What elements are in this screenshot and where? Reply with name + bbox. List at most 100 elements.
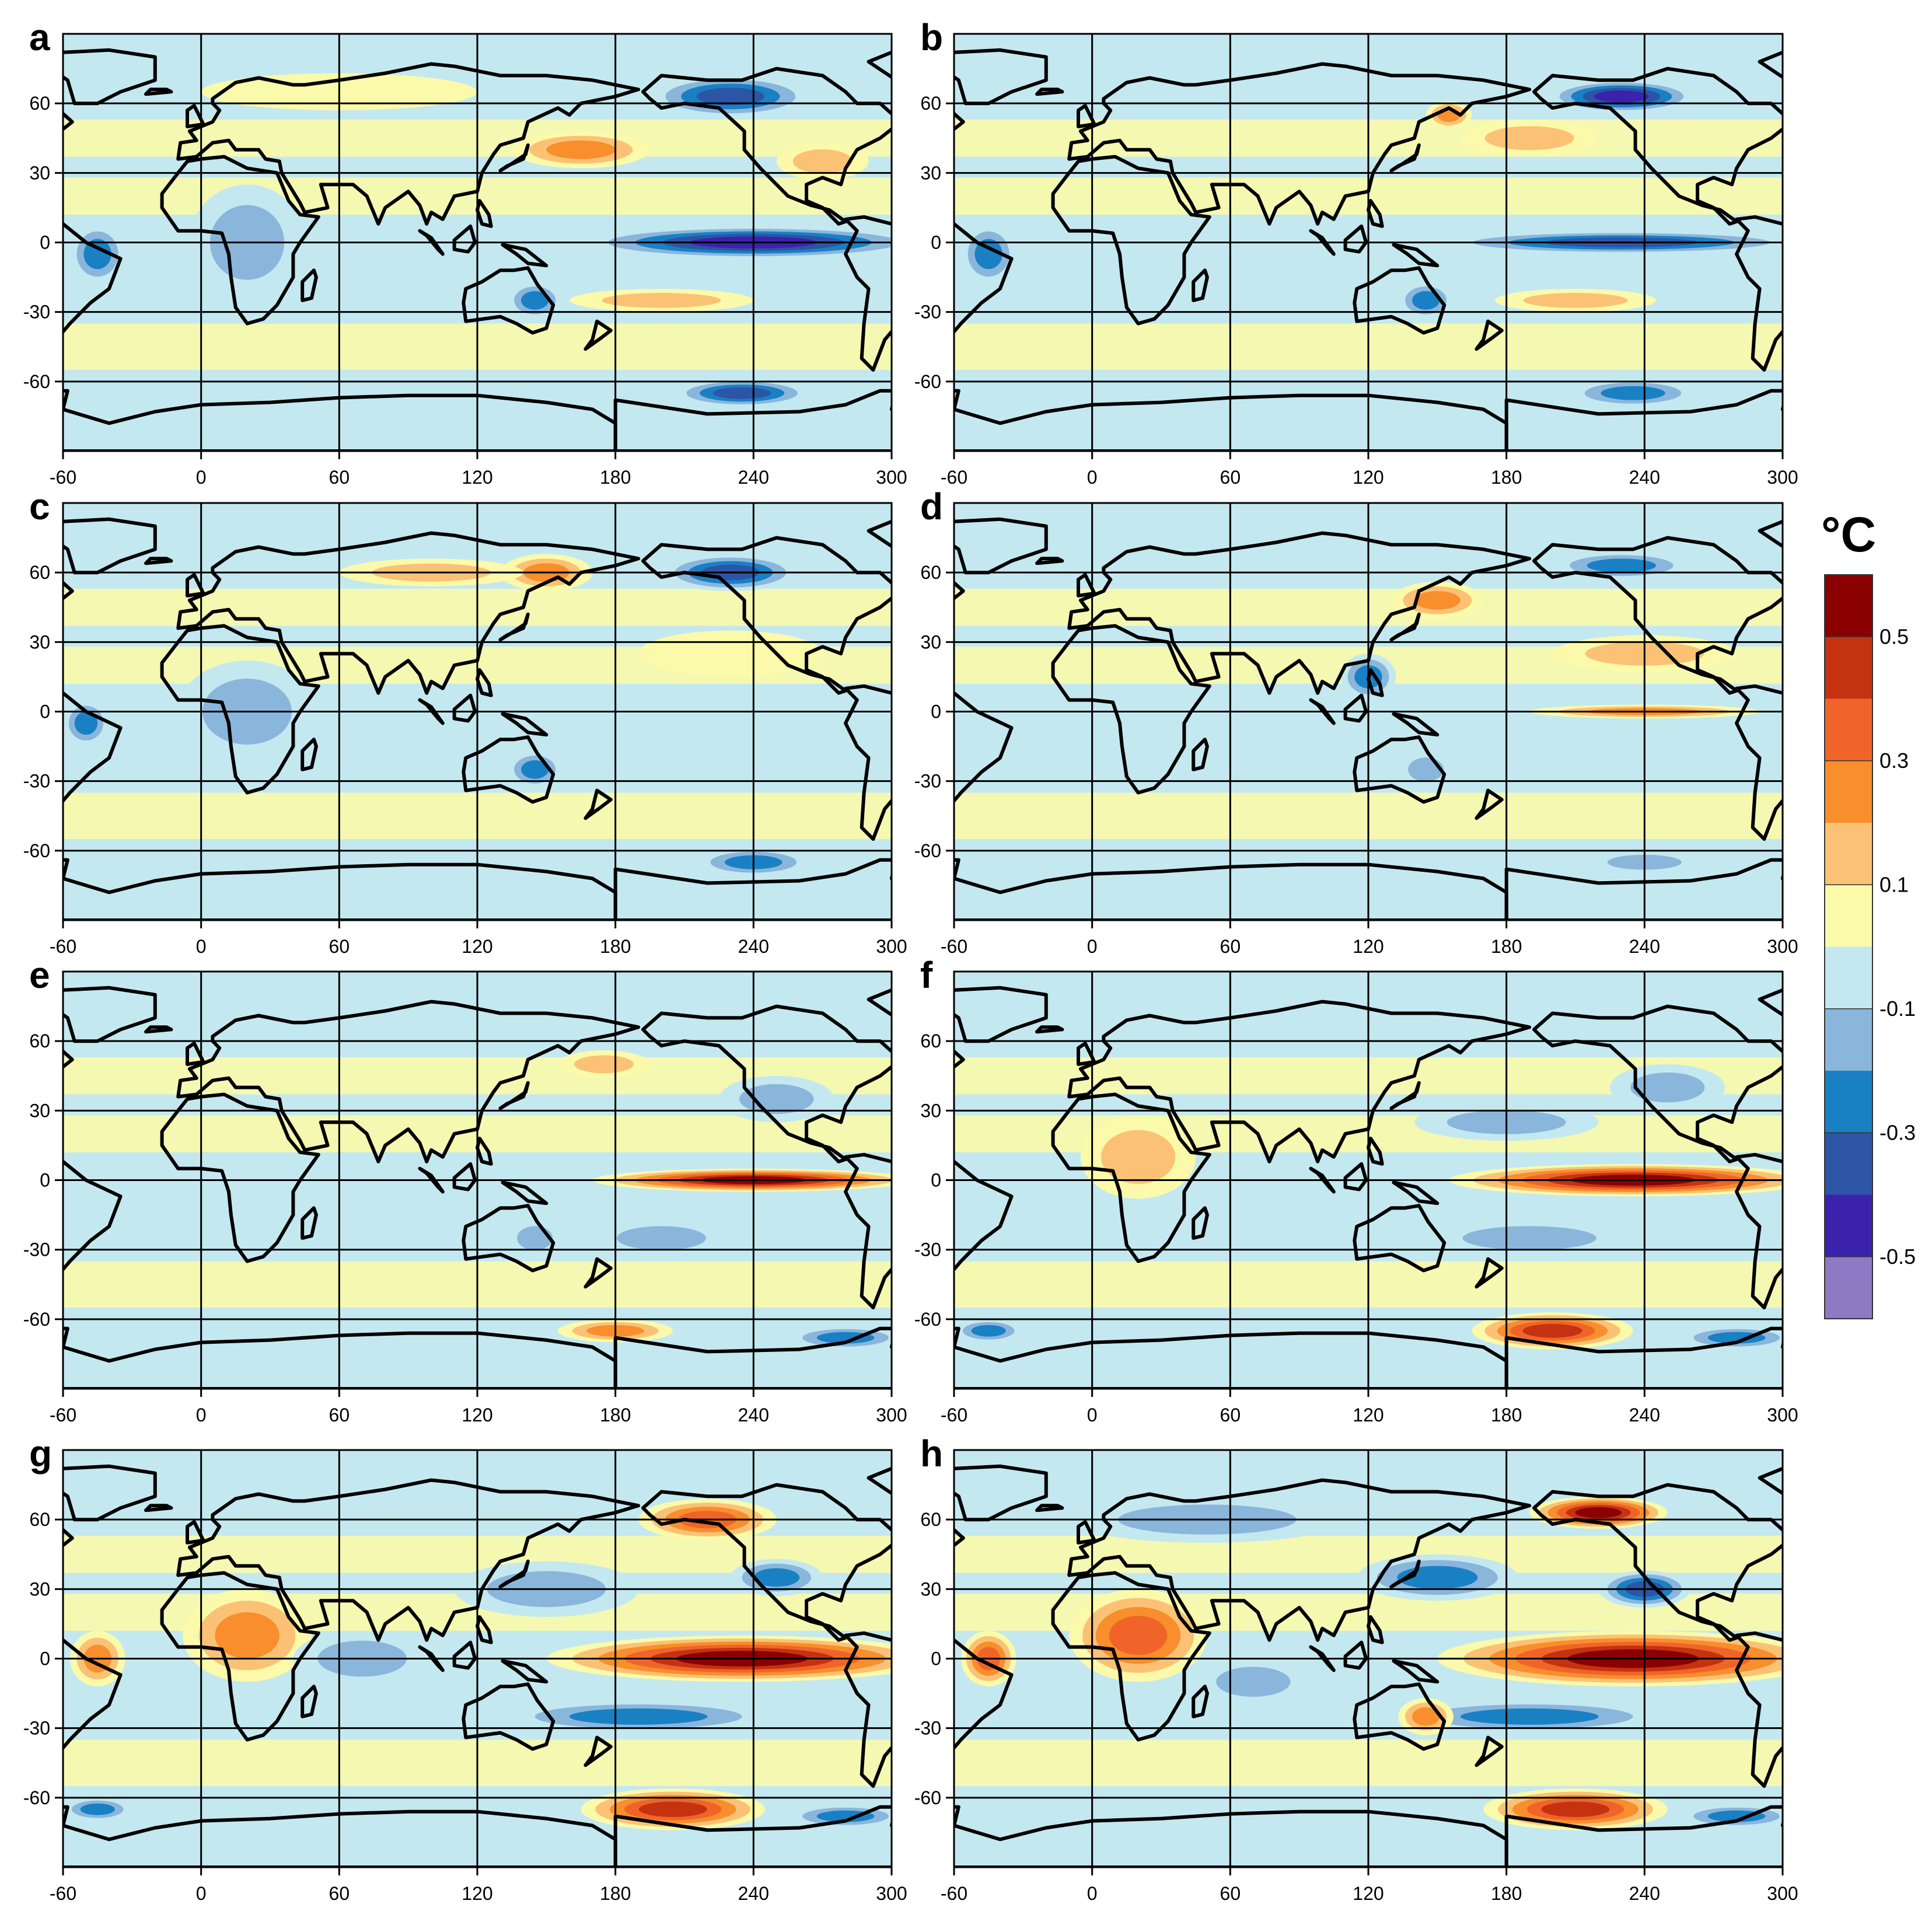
coastline <box>160 1571 320 1742</box>
panel-label: g <box>29 1433 52 1475</box>
coastline <box>954 1464 1048 1522</box>
y-tick-label: -30 <box>914 771 941 792</box>
x-tick-label: 120 <box>1353 1405 1384 1426</box>
y-tick-label: 0 <box>931 1648 941 1669</box>
coastline <box>954 222 1014 335</box>
coastline <box>1389 1559 1421 1589</box>
x-tick-label: 120 <box>462 1883 492 1904</box>
coastline <box>584 1257 613 1289</box>
y-tick-label: -30 <box>23 771 50 792</box>
anomaly-contour <box>1630 1072 1705 1103</box>
y-tick-label: 60 <box>920 562 941 583</box>
panel-label: b <box>920 16 943 58</box>
x-tick-label: 120 <box>462 936 492 957</box>
coastline <box>1343 1640 1368 1670</box>
coastline <box>1392 712 1440 737</box>
coastline <box>1353 266 1447 335</box>
x-tick-label: 120 <box>1353 936 1384 957</box>
x-tick-label: 300 <box>876 1405 907 1426</box>
grid-lines <box>63 503 892 920</box>
coastline <box>1758 519 1783 548</box>
coastline <box>501 1180 548 1206</box>
coastline <box>1907 575 1923 596</box>
x-tick-label: 60 <box>329 467 350 488</box>
x-tick-label: 300 <box>1767 1405 1798 1426</box>
coastline <box>1309 229 1336 256</box>
coastline <box>462 1682 556 1751</box>
coastline <box>1035 1025 1064 1034</box>
coastline <box>1758 988 1783 1017</box>
coastline <box>1532 1483 1783 1642</box>
coastline <box>1051 1571 1211 1742</box>
coastline <box>613 858 892 920</box>
y-tick-label: 30 <box>920 162 941 183</box>
y-tick-label: 0 <box>931 232 941 253</box>
anomaly-contour <box>1575 1507 1622 1518</box>
coastline <box>867 519 892 548</box>
x-tick-label: 0 <box>196 467 207 488</box>
anomaly-contour <box>1216 1667 1291 1697</box>
y-tick-label: 30 <box>920 1578 941 1599</box>
anomaly-contour <box>971 1325 1006 1337</box>
x-tick-label: 180 <box>600 936 631 957</box>
coastline <box>63 691 123 804</box>
coastline <box>63 389 617 451</box>
x-tick-label: 300 <box>876 936 907 957</box>
y-tick-label: 60 <box>920 1030 941 1051</box>
coastline <box>1475 1257 1504 1289</box>
coastline <box>844 215 892 372</box>
coastline <box>613 1805 892 1867</box>
coastline <box>641 1483 892 1642</box>
coastline <box>954 691 1014 804</box>
coastline <box>1309 698 1336 725</box>
y-tick-label: -60 <box>23 1309 50 1330</box>
anomaly-contour <box>1408 757 1444 782</box>
coastline <box>954 517 1048 575</box>
x-tick-label: 60 <box>1220 936 1241 957</box>
x-tick-label: 120 <box>462 1405 492 1426</box>
y-tick-label: 30 <box>29 162 50 183</box>
coastline <box>867 50 892 79</box>
coastline <box>63 1326 617 1389</box>
coastlines <box>63 986 892 1389</box>
y-tick-label: -30 <box>914 1239 941 1260</box>
coastline <box>1532 67 1783 226</box>
anomaly-contour <box>1460 1708 1599 1725</box>
coastline <box>1353 1682 1447 1751</box>
coastline <box>176 531 641 695</box>
coastline <box>1192 738 1209 771</box>
anomaly-contour <box>520 291 549 310</box>
coastlines <box>954 986 1783 1389</box>
x-tick-label: 240 <box>738 467 769 488</box>
grid-lines <box>954 34 1783 451</box>
coastline <box>867 988 892 1017</box>
y-tick-label: -60 <box>23 1787 50 1808</box>
coastline <box>160 1092 320 1263</box>
coastline <box>452 1162 477 1192</box>
x-tick-label: 180 <box>1491 1883 1522 1904</box>
x-tick-label: 0 <box>1087 467 1098 488</box>
anomaly-contour <box>517 1226 553 1250</box>
y-tick-label: -30 <box>23 302 50 323</box>
coastline <box>1353 1204 1447 1273</box>
x-tick-label: 240 <box>1629 1883 1660 1904</box>
colorbar-title: °C <box>1821 507 1876 562</box>
coastline <box>176 1000 641 1164</box>
y-tick-label: 60 <box>29 1030 50 1051</box>
coastline <box>301 268 318 302</box>
coastline <box>867 1466 892 1496</box>
colorbar-frame <box>1824 574 1873 1319</box>
x-tick-label: -60 <box>50 467 76 488</box>
y-tick-label: -60 <box>23 840 50 861</box>
colorbar-tick-label: 0.3 <box>1879 749 1909 773</box>
coastline <box>1389 1081 1421 1110</box>
anomaly-contour <box>215 1612 280 1659</box>
coastline <box>1898 64 1932 224</box>
coastline <box>144 88 173 96</box>
y-tick-label: -30 <box>914 1718 941 1739</box>
anomaly-contour <box>602 292 721 308</box>
coastline <box>63 1159 123 1273</box>
coastline <box>1035 557 1064 565</box>
coastline <box>63 1805 617 1867</box>
